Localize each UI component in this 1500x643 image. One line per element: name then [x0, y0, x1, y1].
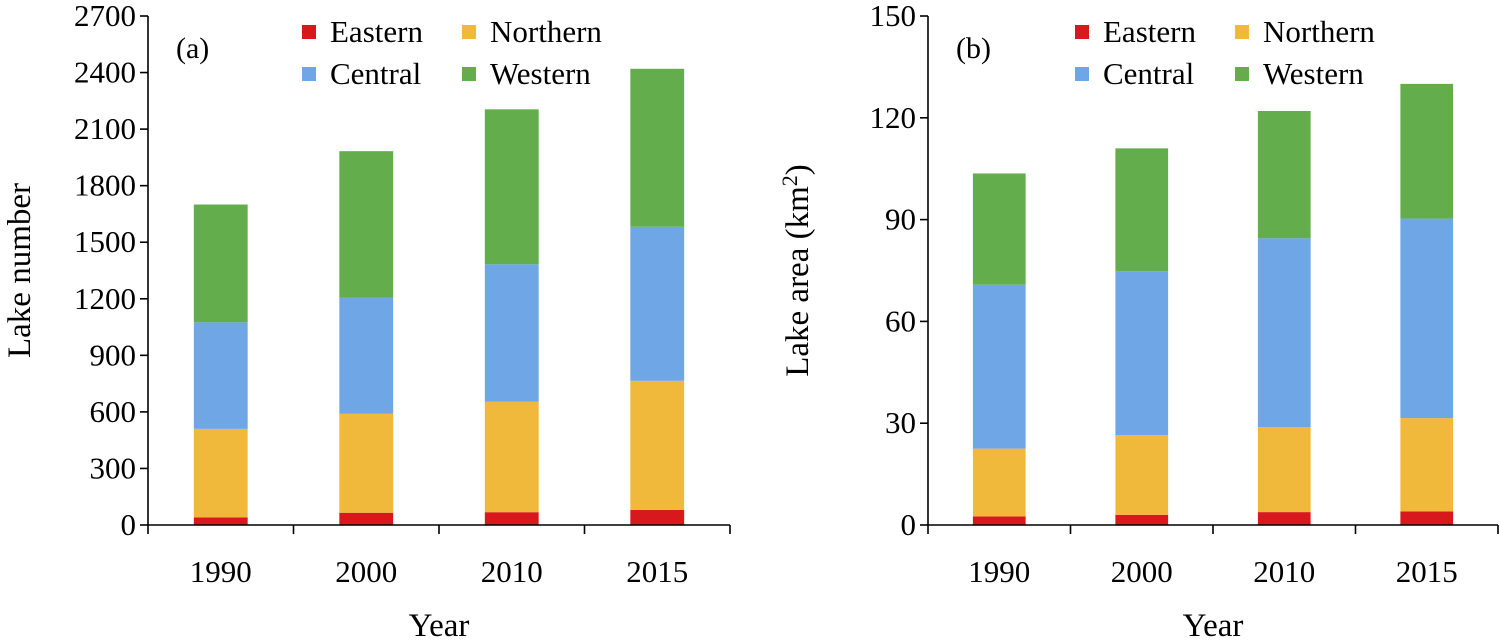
y-tick-label: 120 — [870, 100, 917, 135]
bar-eastern-1990 — [193, 517, 248, 525]
bar-central-1990 — [972, 284, 1026, 449]
bar-western-1990 — [972, 173, 1026, 285]
legend-item-eastern: Eastern — [1075, 14, 1196, 49]
legend-swatch — [302, 25, 316, 39]
y-tick-label: 300 — [90, 450, 137, 485]
legend-label: Eastern — [1103, 14, 1196, 49]
x-tick-label: 2015 — [1396, 554, 1458, 589]
y-tick-label: 150 — [870, 0, 917, 33]
legend-label: Northern — [1263, 14, 1375, 49]
y-tick-label: 2100 — [74, 111, 136, 146]
x-tick-label: 1990 — [968, 554, 1030, 589]
legend-item-eastern: Eastern — [302, 14, 423, 49]
bar-eastern-2015 — [1400, 511, 1454, 525]
legend-item-western: Western — [462, 56, 591, 91]
x-tick-label: 2010 — [1253, 554, 1315, 589]
bar-eastern-1990 — [972, 516, 1026, 525]
bar-northern-2015 — [1400, 418, 1454, 512]
y-tick-label: 30 — [885, 405, 916, 440]
x-tick-label: 2010 — [481, 554, 543, 589]
legend-swatch — [1075, 25, 1089, 39]
bar-western-2015 — [630, 68, 685, 227]
panel-b: 0 30 60 90 120 150 1990 2000 2010 2015 Year Lake ar… — [777, 0, 1499, 643]
x-tick-label: 2015 — [626, 554, 688, 589]
x-tick-label: 2000 — [335, 554, 397, 589]
y-tick-label: 0 — [121, 507, 137, 542]
legend-label: Central — [1103, 56, 1194, 91]
legend-swatch — [1235, 67, 1249, 81]
y-tick-label: 2700 — [74, 0, 136, 33]
legend-swatch — [1075, 67, 1089, 81]
bar-northern-2000 — [1115, 435, 1169, 515]
legend-swatch — [462, 25, 476, 39]
bar-central-2010 — [484, 264, 539, 402]
legend-item-central: Central — [302, 56, 421, 91]
y-tick-label: 600 — [90, 394, 137, 429]
bar-northern-2000 — [339, 413, 394, 513]
bar-western-2010 — [1257, 111, 1311, 239]
bar-northern-1990 — [972, 448, 1026, 517]
bar-western-2000 — [339, 151, 394, 298]
bar-western-2015 — [1400, 83, 1454, 219]
bar-central-2010 — [1257, 238, 1311, 428]
x-tick-label: 1990 — [190, 554, 252, 589]
y-axis-title: Lake area (km2) — [777, 164, 816, 377]
y-tick-label: 1800 — [74, 168, 136, 203]
bar-northern-2010 — [484, 401, 539, 513]
y-tick-label: 900 — [90, 337, 137, 372]
legend-swatch — [302, 67, 316, 81]
bar-northern-2015 — [630, 380, 685, 510]
bar-eastern-2010 — [484, 512, 539, 525]
x-axis-title: Year — [1183, 608, 1244, 638]
legend-item-western: Western — [1235, 56, 1364, 91]
bar-central-2015 — [1400, 218, 1454, 419]
legend-label: Western — [1263, 56, 1364, 91]
bar-central-2015 — [630, 226, 685, 381]
y-tick-label: 60 — [885, 303, 916, 338]
bar-central-1990 — [193, 322, 248, 429]
bar-northern-1990 — [193, 428, 248, 518]
legend-label: Central — [330, 56, 421, 91]
bar-central-2000 — [1115, 271, 1169, 436]
y-tick-label: 90 — [885, 202, 916, 237]
x-axis-title: Year — [409, 608, 470, 638]
legend-item-central: Central — [1075, 56, 1194, 91]
bar-western-2010 — [484, 109, 539, 265]
legend-swatch — [462, 67, 476, 81]
bar-eastern-2010 — [1257, 512, 1311, 525]
y-axis-title: Lake number — [2, 183, 38, 358]
x-tick-label: 2000 — [1111, 554, 1173, 589]
panel-label: (a) — [176, 32, 209, 65]
legend-item-northern: Northern — [462, 14, 602, 49]
legend-item-northern: Northern — [1235, 14, 1375, 49]
y-tick-label: 1200 — [74, 281, 136, 316]
y-tick-label: 2400 — [74, 55, 136, 90]
panel-a: 0 300 600 900 1200 1500 1800 2100 2400 2700 1990 20… — [2, 0, 731, 643]
bar-eastern-2015 — [630, 509, 685, 525]
bar-central-2000 — [339, 297, 394, 414]
bar-eastern-2000 — [339, 512, 394, 525]
legend-label: Western — [490, 56, 591, 91]
bar-western-1990 — [193, 204, 248, 323]
bar-eastern-2000 — [1115, 514, 1169, 525]
legend-swatch — [1235, 25, 1249, 39]
bar-northern-2010 — [1257, 427, 1311, 513]
legend-label: Northern — [490, 14, 602, 49]
panel-label: (b) — [956, 32, 991, 65]
legend-label: Eastern — [330, 14, 423, 49]
y-tick-label: 1500 — [74, 224, 136, 259]
y-tick-label: 0 — [901, 507, 917, 542]
bar-western-2000 — [1115, 148, 1169, 272]
